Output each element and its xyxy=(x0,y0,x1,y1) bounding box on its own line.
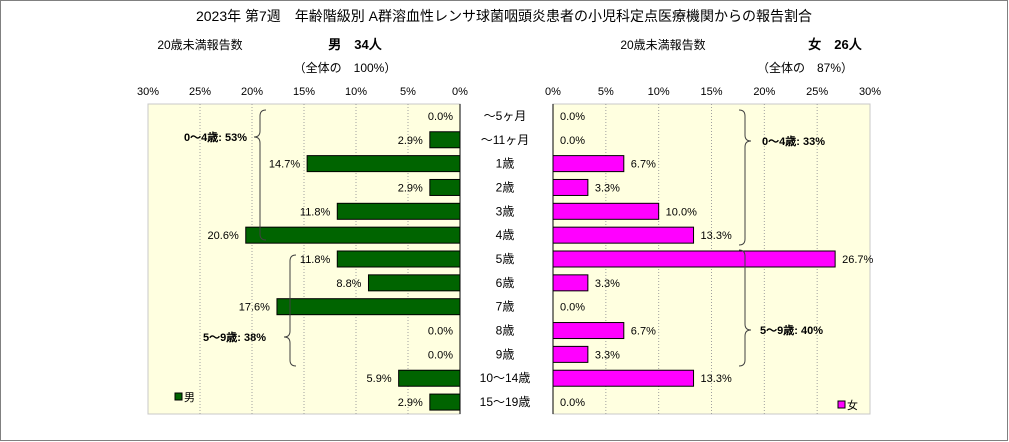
bar-female-6 xyxy=(552,250,836,268)
legend-label-male: 男 xyxy=(184,392,195,404)
category-label-3: 2歳 xyxy=(496,180,515,194)
legend-swatch-male xyxy=(174,392,183,401)
bars xyxy=(245,131,836,411)
x-tick-label-male: 10% xyxy=(345,86,367,98)
bar-female-4 xyxy=(552,202,660,220)
chart-title: 2023年 第7週 年齢階級別 A群溶血性レンサ球菌咽頭炎患者の小児科定点医療機… xyxy=(196,8,812,24)
annotation-female-0-4: 0～4歳: 33% xyxy=(762,134,825,148)
x-tick-label-female: 10% xyxy=(648,86,670,98)
x-tick-label-male: 25% xyxy=(189,86,211,98)
bar-female-9 xyxy=(552,322,625,340)
female-header-count: 女 26人 xyxy=(808,37,862,52)
category-label-7: 6歳 xyxy=(496,276,515,290)
value-label-male-7: 8.8% xyxy=(336,278,361,290)
bar-male-12 xyxy=(429,393,461,411)
category-label-9: 8歳 xyxy=(496,324,515,338)
bar-female-11 xyxy=(552,369,695,387)
category-label-12: 15～19歳 xyxy=(480,395,531,409)
category-label-5: 4歳 xyxy=(496,228,515,242)
bar-female-5 xyxy=(552,226,695,244)
x-tick-label-female: 15% xyxy=(700,86,722,98)
male-header-label: 20歳未満報告数 xyxy=(157,37,242,52)
brace-male-0-4 xyxy=(253,109,267,241)
x-tick-label-male: 15% xyxy=(293,86,315,98)
value-label-female-4: 10.0% xyxy=(666,206,697,218)
category-label-2: 1歳 xyxy=(496,157,515,171)
value-label-female-11: 13.3% xyxy=(701,373,732,385)
bar-female-2 xyxy=(552,155,625,173)
annotation-female-5-9: 5～9歳: 40% xyxy=(760,323,823,337)
value-label-female-12: 0.0% xyxy=(560,397,585,409)
bar-male-4 xyxy=(336,202,461,220)
value-label-female-6: 26.7% xyxy=(842,254,873,266)
brace-female-5-9 xyxy=(738,249,752,367)
bar-male-7 xyxy=(367,274,461,292)
value-label-male-4: 11.8% xyxy=(300,206,331,218)
value-label-female-10: 3.3% xyxy=(595,349,620,361)
value-label-male-3: 2.9% xyxy=(398,182,423,194)
value-label-male-1: 2.9% xyxy=(398,135,423,147)
category-label-6: 5歳 xyxy=(496,252,515,266)
value-label-female-0: 0.0% xyxy=(560,111,585,123)
x-tick-label-female: 20% xyxy=(753,86,775,98)
value-label-male-11: 5.9% xyxy=(367,373,392,385)
bar-female-7 xyxy=(552,274,589,292)
value-labels: 0.0% 2.9% 14.7% 2.9% 11.8% 20.6% 11.8% 8.8% 17.6… xyxy=(208,111,874,409)
value-label-male-5: 20.6% xyxy=(208,230,239,242)
x-tick-label-male: 30% xyxy=(137,86,159,98)
male-header-count: 男 34人 xyxy=(328,37,382,52)
value-label-female-8: 0.0% xyxy=(560,302,585,314)
value-label-female-7: 3.3% xyxy=(595,278,620,290)
x-tick-label-female: 25% xyxy=(806,86,828,98)
annotation-male-0-4: 0～4歳: 53% xyxy=(184,130,247,144)
value-label-female-1: 0.0% xyxy=(560,135,585,147)
x-tick-label-male: 20% xyxy=(241,86,263,98)
bar-female-10 xyxy=(552,345,589,363)
bar-male-5 xyxy=(245,226,461,244)
value-label-female-3: 3.3% xyxy=(595,182,620,194)
x-tick-label-female: 30% xyxy=(859,86,881,98)
value-label-female-5: 13.3% xyxy=(701,230,732,242)
value-label-female-2: 6.7% xyxy=(631,159,656,171)
value-label-male-2: 14.7% xyxy=(269,159,300,171)
category-label-1: ～11ヶ月 xyxy=(481,133,529,147)
value-label-male-12: 2.9% xyxy=(398,397,423,409)
value-label-male-0: 0.0% xyxy=(428,111,453,123)
category-label-8: 7歳 xyxy=(496,300,515,314)
legend-swatch-female xyxy=(837,400,846,409)
bar-male-6 xyxy=(336,250,461,268)
category-label-4: 3歳 xyxy=(496,204,515,218)
category-label-10: 9歳 xyxy=(496,347,515,361)
x-tick-labels: 0% 0% 5% 5% 10% 10% 15% 15% 20% 20% 25% 25% 30% 30% xyxy=(137,86,881,98)
annotation-male-5-9: 5～9歳: 38% xyxy=(203,330,266,344)
bar-male-2 xyxy=(306,155,461,173)
x-tick-label-female: 0% xyxy=(545,86,561,98)
brace-female-0-4 xyxy=(738,109,752,246)
brace-male-5-9 xyxy=(283,254,297,367)
bar-male-11 xyxy=(398,369,461,387)
value-label-male-9: 0.0% xyxy=(428,326,453,338)
bar-male-1 xyxy=(429,131,461,149)
female-header-share: （全体の 87%） xyxy=(757,60,853,75)
legend-label-female: 女 xyxy=(847,398,858,412)
category-label-0: ～5ヶ月 xyxy=(484,109,527,123)
x-tick-label-female: 5% xyxy=(598,86,614,98)
x-tick-label-male: 5% xyxy=(400,86,416,98)
bar-female-3 xyxy=(552,178,589,196)
value-label-male-6: 11.8% xyxy=(300,254,331,266)
category-labels: ～5ヶ月 ～11ヶ月 1歳 2歳 3歳 4歳 5歳 6歳 7歳 8歳 9歳 10～14歳 15～19歳 xyxy=(480,109,531,409)
female-header-label: 20歳未満報告数 xyxy=(620,37,705,52)
bar-male-3 xyxy=(429,178,461,196)
category-label-11: 10～14歳 xyxy=(480,371,531,385)
value-label-male-10: 0.0% xyxy=(428,349,453,361)
value-label-male-8: 17.6% xyxy=(239,302,270,314)
bar-male-8 xyxy=(276,298,461,316)
x-tick-label-male: 0% xyxy=(452,86,468,98)
value-label-female-9: 6.7% xyxy=(631,326,656,338)
male-header-share: （全体の 100%） xyxy=(294,60,397,75)
